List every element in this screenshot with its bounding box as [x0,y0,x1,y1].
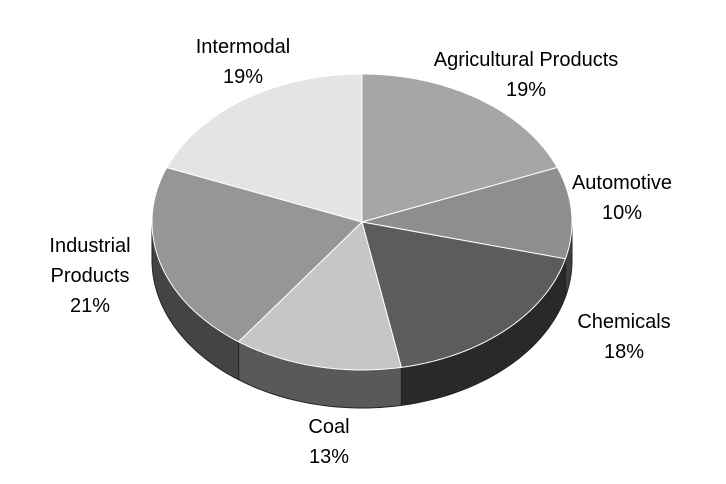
category-label: Coal [308,416,350,438]
category-label: Automotive [571,172,673,194]
category-label: Agricultural Products [433,49,619,71]
value-label: 21% [69,295,111,317]
value-label: 18% [603,341,645,363]
slice-label: Chemicals 18% [544,307,704,367]
pie-slice [361,166,573,260]
value-label: 19% [505,79,547,101]
slice-label: Automotive 10% [542,168,702,228]
value-label: 13% [308,446,350,468]
pie-slice [151,166,363,343]
slice-label: Agricultural Products 19% [396,45,656,105]
slice-label: Intermodal 19% [163,32,323,92]
pie-slice [361,73,559,223]
slice-label: Coal 13% [279,412,379,472]
category-label: Chemicals [577,311,671,333]
pie-slice [361,221,567,368]
value-label: 10% [601,202,643,224]
category-label: Industrial Products [49,235,131,287]
pie-slice [237,221,402,371]
slice-label: Industrial Products 21% [35,231,145,321]
value-label: 19% [222,66,264,88]
category-label: Intermodal [195,36,291,58]
pie-slice [165,73,363,223]
